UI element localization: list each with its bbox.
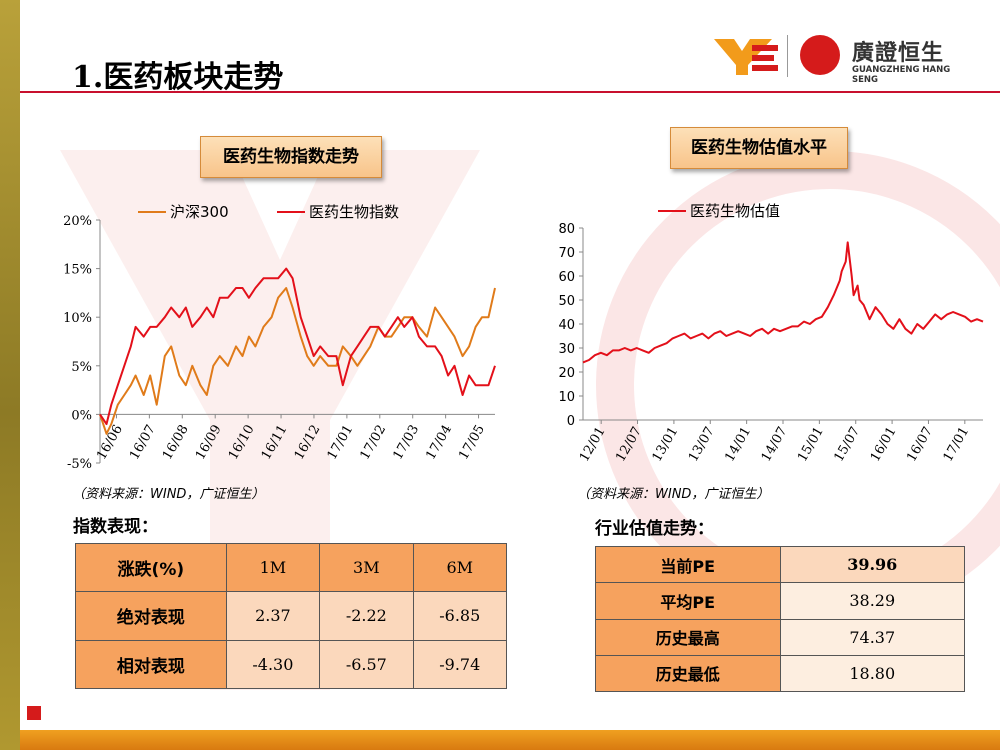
y-tick-label: 50 <box>558 294 575 309</box>
table-header-cell: 3M <box>319 542 414 593</box>
legend-label: 沪深300 <box>170 203 229 221</box>
y-tick-label: -5% <box>67 457 92 472</box>
y-tick-label: 30 <box>558 342 575 357</box>
table-cell: 18.80 <box>779 654 965 693</box>
table-header-cell: 1M <box>225 542 321 593</box>
series-line <box>99 287 496 435</box>
chart1-source: （资料来源：WIND，广证恒生） <box>72 487 265 502</box>
table-row: 当前PE 39.96 <box>595 545 965 584</box>
left-gold-bar <box>0 0 20 750</box>
company-logo: 廣證恒生 GUANGZHENG HANG SENG <box>712 33 972 85</box>
chart2-source: （资料来源：WIND，广证恒生） <box>577 487 770 502</box>
header-divider <box>20 91 1000 93</box>
table-cell: -6.57 <box>319 639 414 690</box>
x-tick-label: 15/07 <box>831 425 863 465</box>
x-tick-label: 16/01 <box>868 425 900 465</box>
valuation-table: 当前PE 39.96 平均PE 38.29 历史最高 74.37 历史最低 18… <box>595 545 965 693</box>
page-title: 1.医药板块走势 <box>72 60 284 95</box>
row-label: 相对表现 <box>75 639 227 690</box>
table-cell: -2.22 <box>319 591 414 641</box>
table-cell: 74.37 <box>779 618 965 656</box>
y-tick-label: 5% <box>71 360 92 375</box>
y-tick-label: 60 <box>558 270 575 285</box>
row-label: 历史最高 <box>595 618 781 656</box>
table-row: 历史最低 18.80 <box>595 654 965 693</box>
valuation-section-title: 行业估值走势： <box>595 519 714 539</box>
table-cell: 2.37 <box>225 591 321 641</box>
footer-bar <box>20 730 1000 750</box>
row-label: 当前PE <box>595 545 781 584</box>
x-tick-label: 15/01 <box>795 425 827 465</box>
x-tick-label: 13/01 <box>650 425 682 465</box>
row-label: 平均PE <box>595 582 781 620</box>
table-header-cell: 6M <box>412 542 508 593</box>
x-tick-label: 16/07 <box>904 425 936 465</box>
x-tick-label: 12/07 <box>613 425 645 465</box>
perf-section-title: 指数表现： <box>73 517 158 537</box>
y-tick-label: 80 <box>558 222 575 237</box>
table-cell: 39.96 <box>779 545 965 584</box>
x-tick-label: 13/07 <box>686 425 718 465</box>
table-cell: -6.85 <box>412 591 508 641</box>
chart2-title-chip: 医药生物估值水平 <box>670 127 848 169</box>
y-tick-label: 20 <box>558 366 575 381</box>
x-tick-label: 14/07 <box>759 425 791 465</box>
y-tick-label: 20% <box>63 214 92 229</box>
chart1-title-chip: 医药生物指数走势 <box>200 136 382 178</box>
table-row: 涨跌(%) 1M 3M 6M <box>75 542 508 593</box>
y-tick-label: 0 <box>567 414 575 429</box>
series-line <box>582 241 984 364</box>
logo-cn-text: 廣證恒生 <box>852 41 945 66</box>
table-header-cell: 涨跌(%) <box>75 542 227 593</box>
table-cell: -9.74 <box>412 639 508 690</box>
footer-marker <box>27 706 41 720</box>
y-tick-label: 10% <box>63 311 92 326</box>
x-tick-label: 14/01 <box>722 425 754 465</box>
table-cell: -4.30 <box>225 639 321 690</box>
y-tick-label: 70 <box>558 246 575 261</box>
series-line <box>99 267 496 426</box>
y-tick-label: 10 <box>558 390 575 405</box>
ye-logo-icon <box>714 39 778 75</box>
logo-separator <box>787 35 788 77</box>
table-cell: 38.29 <box>779 582 965 620</box>
x-tick-label: 17/01 <box>941 425 973 465</box>
logo-en-text: GUANGZHENG HANG SENG <box>852 65 951 85</box>
y-tick-label: 40 <box>558 318 575 333</box>
legend-label: 医药生物指数 <box>309 203 399 221</box>
performance-table: 涨跌(%) 1M 3M 6M 绝对表现 2.37 -2.22 -6.85 相对表… <box>75 542 508 690</box>
table-row: 绝对表现 2.37 -2.22 -6.85 <box>75 591 508 641</box>
seal-icon <box>800 35 840 75</box>
table-row: 平均PE 38.29 <box>595 582 965 620</box>
x-tick-label: 12/01 <box>577 425 609 465</box>
row-label: 绝对表现 <box>75 591 227 641</box>
row-label: 历史最低 <box>595 654 781 693</box>
legend-label: 医药生物估值 <box>690 202 780 220</box>
table-row: 相对表现 -4.30 -6.57 -9.74 <box>75 639 508 690</box>
y-tick-label: 15% <box>63 263 92 278</box>
table-row: 历史最高 74.37 <box>595 618 965 656</box>
y-tick-label: 0% <box>71 408 92 423</box>
